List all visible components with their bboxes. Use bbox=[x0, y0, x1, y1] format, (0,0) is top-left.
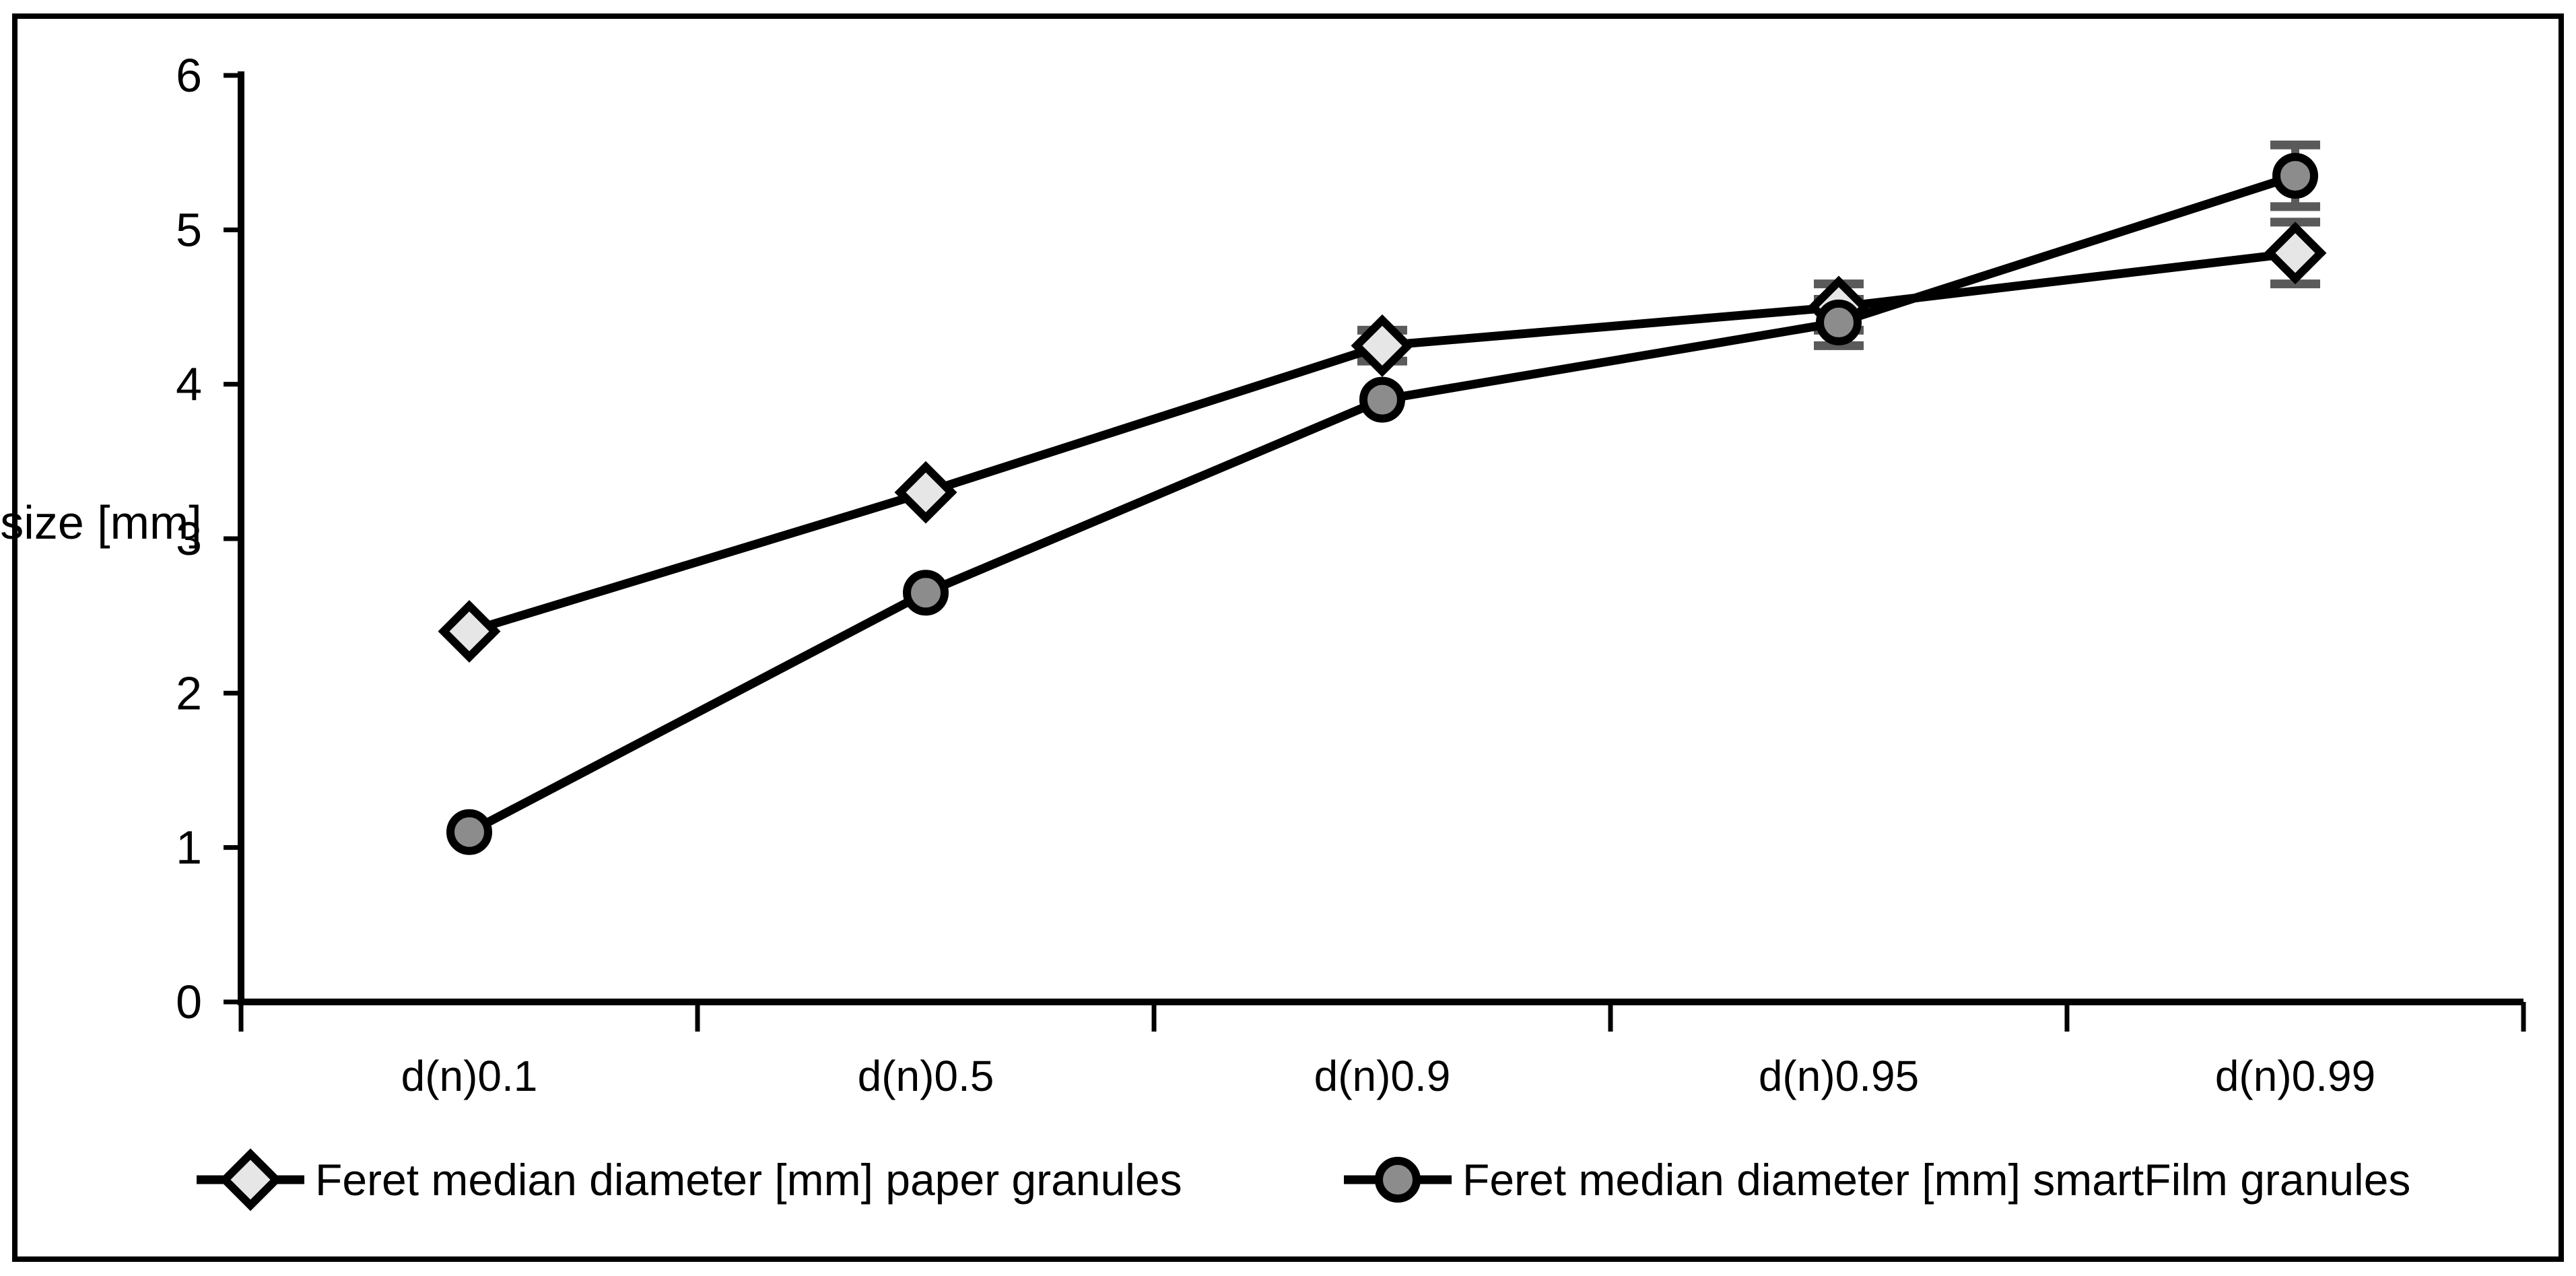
y-axis-title: size [mm] bbox=[0, 496, 201, 549]
data-point-smartfilm-d(n)0.5 bbox=[903, 570, 949, 616]
data-point-smartfilm-d(n)0.99 bbox=[2272, 153, 2318, 199]
x-tick-label: d(n)0.5 bbox=[858, 1052, 994, 1100]
legend-label-paper[interactable]: Feret median diameter [mm] paper granule… bbox=[315, 1155, 1182, 1205]
y-tick-label: 6 bbox=[176, 49, 202, 102]
x-tick-label: d(n)0.95 bbox=[1759, 1052, 1919, 1100]
y-tick-label: 3 bbox=[176, 512, 202, 565]
figure-border bbox=[12, 13, 2564, 1262]
data-point-smartfilm-d(n)0.1 bbox=[446, 809, 492, 855]
x-tick-label: d(n)0.9 bbox=[1314, 1052, 1451, 1100]
data-point-smartfilm-d(n)0.9 bbox=[1359, 376, 1405, 423]
legend-diamond-marker bbox=[219, 1148, 282, 1211]
y-tick-label: 5 bbox=[176, 203, 202, 256]
data-point-paper-d(n)0.9 bbox=[1351, 314, 1414, 377]
data-point-smartfilm-d(n)0.95 bbox=[1816, 299, 1862, 345]
y-tick-label: 4 bbox=[176, 358, 202, 411]
data-point-paper-d(n)0.99 bbox=[2264, 222, 2327, 285]
x-tick-label: d(n)0.1 bbox=[401, 1052, 538, 1100]
legend-circle-marker bbox=[1375, 1157, 1421, 1203]
data-point-paper-d(n)0.5 bbox=[894, 461, 957, 524]
legend-label-smartfilm[interactable]: Feret median diameter [mm] smartFilm gra… bbox=[1462, 1155, 2410, 1205]
y-tick-label: 1 bbox=[176, 821, 202, 874]
data-point-paper-d(n)0.1 bbox=[438, 600, 501, 663]
y-tick-label: 2 bbox=[176, 667, 202, 719]
y-tick-label: 0 bbox=[176, 976, 202, 1028]
x-tick-label: d(n)0.99 bbox=[2215, 1052, 2375, 1100]
